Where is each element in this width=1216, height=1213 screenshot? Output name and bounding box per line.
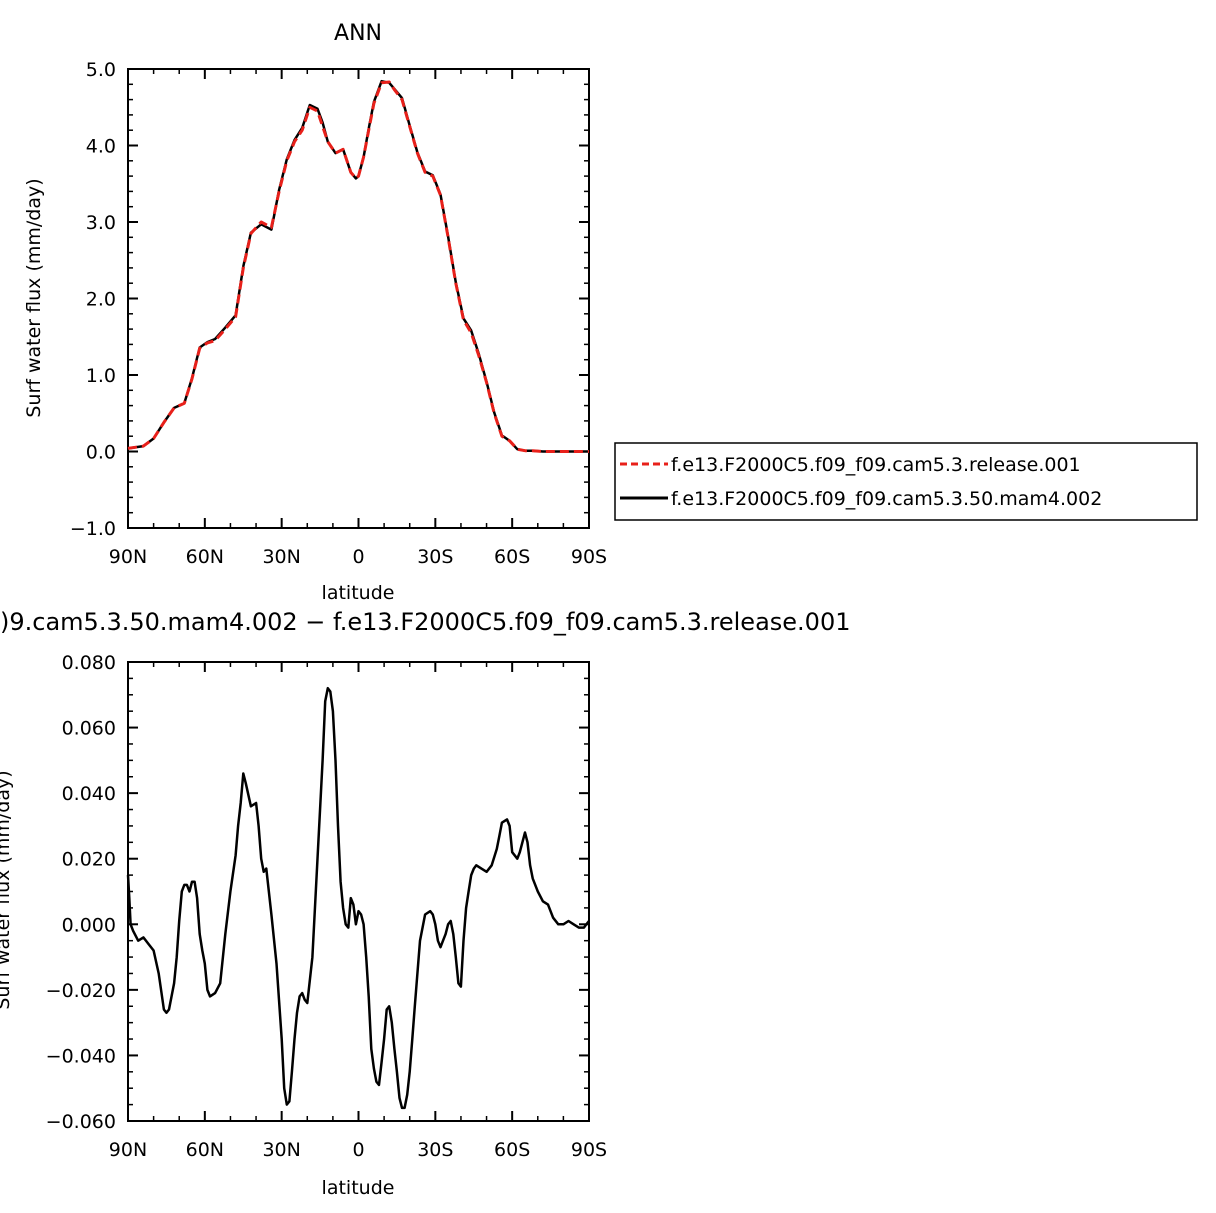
x-tick-label: 60N bbox=[186, 1139, 224, 1161]
series-line-0 bbox=[127, 80, 589, 453]
y-tick-label: −0.040 bbox=[46, 1045, 116, 1067]
y-tick-label: 1.0 bbox=[86, 365, 116, 387]
y-tick-label: 3.0 bbox=[86, 212, 116, 234]
y-axis-label: Surf water flux (mm/day) bbox=[0, 770, 14, 1009]
x-axis-label: latitude bbox=[322, 1177, 395, 1199]
y-tick-label: 0.080 bbox=[62, 652, 116, 674]
x-axis-label: latitude bbox=[322, 582, 395, 604]
y-tick-label: −0.020 bbox=[46, 980, 116, 1002]
x-tick-label: 0 bbox=[352, 1139, 364, 1161]
x-tick-label: 60S bbox=[494, 1139, 530, 1161]
series-line-1 bbox=[127, 79, 589, 453]
y-tick-label: 0.060 bbox=[62, 718, 116, 740]
legend-label-release: f.e13.F2000C5.f09_f09.cam5.3.release.001 bbox=[671, 454, 1081, 476]
x-tick-label: 60N bbox=[186, 546, 224, 568]
chart-annual-surf-water-flux: ANN 90N 60N 30N 0 30S 60S 90S 5.0 4.0 3.0 2.0 1.0 0.… bbox=[23, 21, 1198, 604]
y-axis-label: Surf water flux (mm/day) bbox=[23, 178, 45, 417]
x-tick-label: 90S bbox=[571, 546, 607, 568]
y-tick-label: 4.0 bbox=[86, 136, 116, 158]
legend: f.e13.F2000C5.f09_f09.cam5.3.release.001… bbox=[614, 442, 1198, 521]
plot-frame bbox=[127, 68, 590, 529]
x-tick-label: 0 bbox=[352, 546, 364, 568]
x-tick-label: 90N bbox=[109, 546, 147, 568]
y-tick-label: −1.0 bbox=[70, 518, 116, 540]
plot-area: 90N 60N 30N 0 30S 60S 90S 5.0 4.0 3.0 2.0 1.0 0.0 −1.… bbox=[70, 59, 607, 568]
y-tick-label: 2.0 bbox=[86, 289, 116, 311]
y-tick-label: 0.040 bbox=[62, 783, 116, 805]
x-tick-label: 30S bbox=[417, 1139, 453, 1161]
chart-title: )9.cam5.3.50.mam4.002 − f.e13.F2000C5.f0… bbox=[0, 608, 851, 636]
x-tick-label: 60S bbox=[494, 546, 530, 568]
chart-title: ANN bbox=[334, 21, 382, 46]
legend-label-mam4: f.e13.F2000C5.f09_f09.cam5.3.50.mam4.002 bbox=[671, 488, 1102, 510]
chart-difference: )9.cam5.3.50.mam4.002 − f.e13.F2000C5.f0… bbox=[0, 608, 851, 1199]
x-tick-label: 30S bbox=[417, 546, 453, 568]
y-tick-label: 0.0 bbox=[86, 442, 116, 464]
plot-area: 90N 60N 30N 0 30S 60S 90S 0.080 0.060 0.040 0.020 0… bbox=[46, 652, 607, 1161]
x-tick-label: 90N bbox=[109, 1139, 147, 1161]
y-tick-label: 0.000 bbox=[62, 914, 116, 936]
y-tick-label: 0.020 bbox=[62, 849, 116, 871]
x-tick-label: 30N bbox=[262, 546, 300, 568]
series-line-0 bbox=[126, 686, 590, 1110]
y-tick-label: −0.060 bbox=[46, 1111, 116, 1133]
legend-box bbox=[614, 442, 1198, 521]
x-tick-label: 30N bbox=[262, 1139, 300, 1161]
x-tick-label: 90S bbox=[571, 1139, 607, 1161]
y-tick-label: 5.0 bbox=[86, 59, 116, 81]
